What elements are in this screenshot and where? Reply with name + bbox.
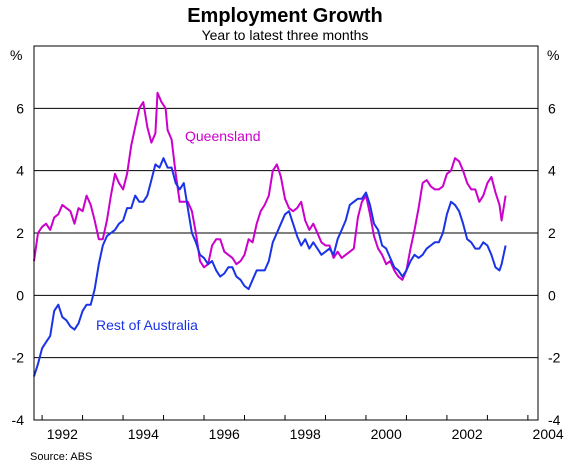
series-label-rest-of-australia: Rest of Australia: [96, 317, 198, 333]
x-tick-label: 1994: [128, 426, 159, 442]
chart-title: Employment Growth: [187, 5, 383, 27]
y-tick-label-right: 6: [548, 100, 556, 116]
y-tick-label-left: 2: [16, 225, 24, 241]
y-tick-label-left: 6: [16, 100, 24, 116]
series-line-queensland: [33, 91, 507, 281]
y-tick-label-right: 2: [548, 225, 556, 241]
series-line-rest-of-australia: [33, 157, 507, 377]
chart-subtitle: Year to latest three months: [202, 27, 369, 43]
y-tick-label-left: -2: [12, 350, 25, 366]
x-tick-label: 1996: [209, 426, 240, 442]
gridlines: [34, 107, 538, 359]
y-tick-label-right: 0: [548, 287, 556, 303]
source-note: Source: ABS: [30, 451, 92, 463]
x-tick-label: 1992: [47, 426, 78, 442]
x-axis-ticks: 1992 1994 1996 1998 2000 2002 2004: [41, 415, 564, 442]
plot-frame: [33, 45, 539, 421]
y-tick-label-right: -4: [548, 412, 561, 428]
x-tick-label: 2004: [533, 426, 564, 442]
x-tick-label: 1998: [290, 426, 321, 442]
y-unit-right: %: [547, 47, 559, 63]
y-axis-ticks: -4 -4 -2 -2 0 0 2 2 4 4 6 6: [12, 100, 561, 428]
y-tick-label-right: 4: [548, 163, 556, 179]
y-tick-label-left: 4: [16, 163, 24, 179]
y-tick-label-left: -4: [12, 412, 25, 428]
x-tick-label: 2000: [371, 426, 402, 442]
series-lines: [33, 91, 507, 377]
y-tick-label-right: -2: [548, 350, 561, 366]
x-tick-label: 2002: [452, 426, 483, 442]
y-unit-left: %: [10, 47, 22, 63]
y-tick-label-left: 0: [16, 287, 24, 303]
series-label-queensland: Queensland: [185, 128, 261, 144]
